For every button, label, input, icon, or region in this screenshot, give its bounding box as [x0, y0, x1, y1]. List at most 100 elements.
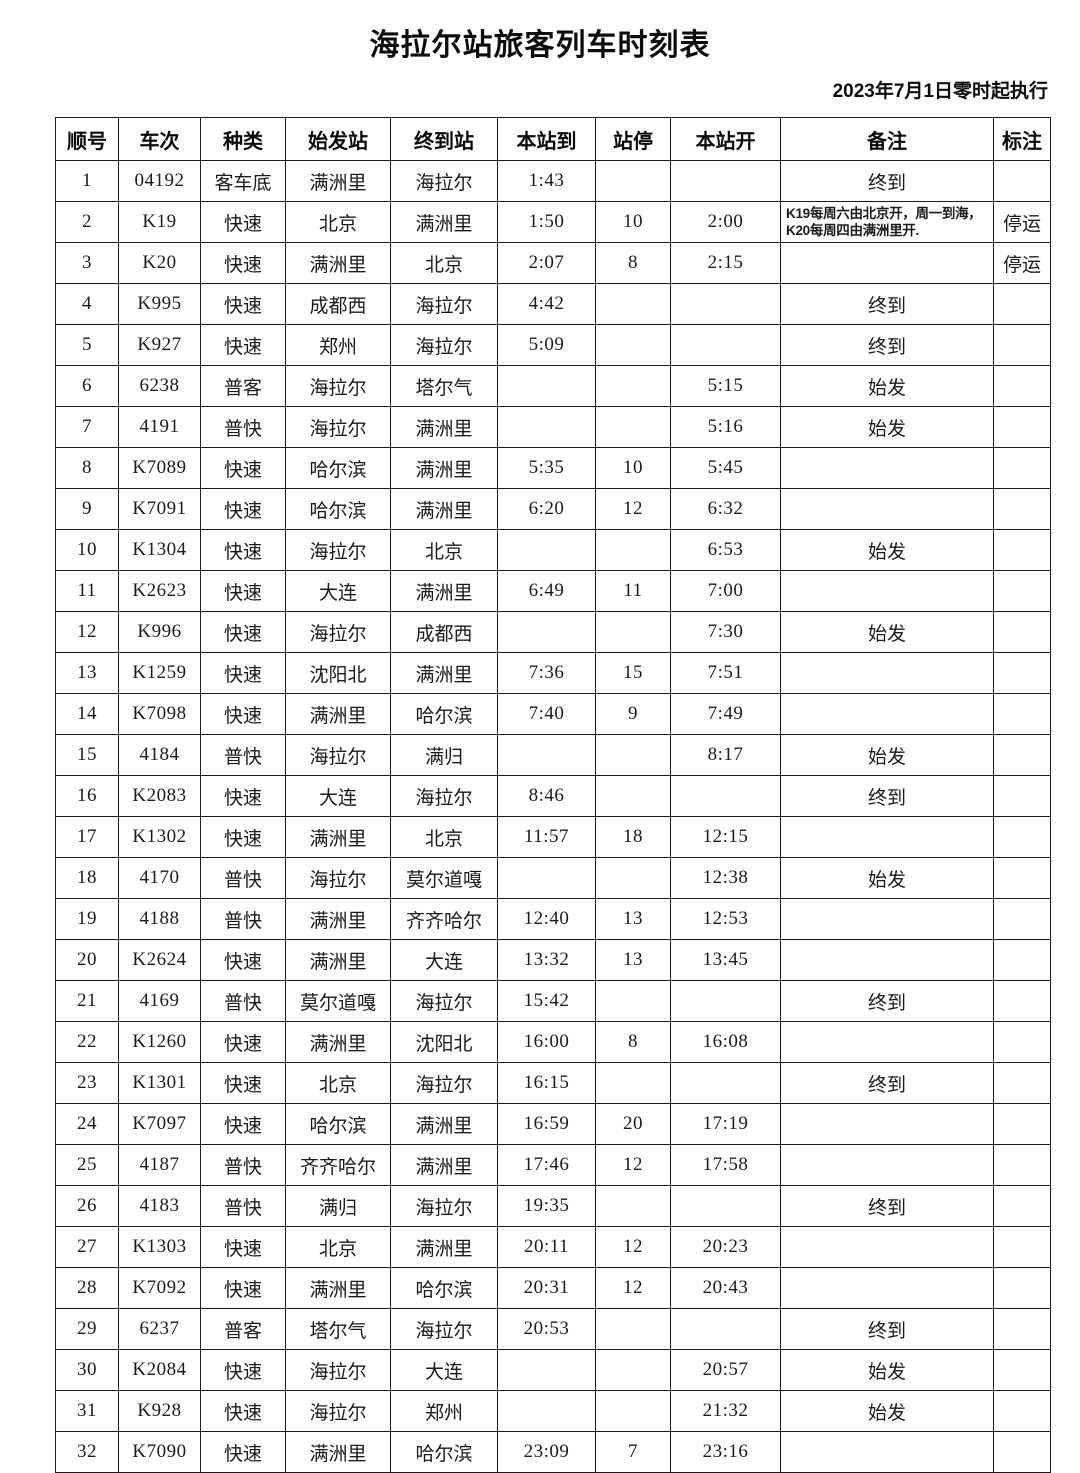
cell-arr: 12:40	[497, 898, 596, 940]
table-row: 32 K7090 快速 满洲里 哈尔滨 23:09 7 23:16	[55, 1431, 1051, 1473]
cell-stop	[595, 611, 671, 653]
table-row: 26 4183 普快 满归 海拉尔 19:35 终到	[55, 1185, 1051, 1227]
cell-seq: 31	[55, 1390, 119, 1432]
cell-from: 海拉尔	[285, 611, 391, 653]
cell-stop	[595, 406, 671, 448]
cell-dep: 20:43	[670, 1267, 781, 1309]
table-row: 23 K1301 快速 北京 海拉尔 16:15 终到	[55, 1062, 1051, 1104]
cell-train: K7098	[118, 693, 201, 735]
cell-mark	[993, 1226, 1051, 1268]
cell-type: 普快	[200, 1144, 286, 1186]
column-header-type: 种类	[200, 117, 286, 161]
cell-arr	[497, 529, 596, 571]
cell-stop: 20	[595, 1103, 671, 1145]
cell-train: K2083	[118, 775, 201, 817]
cell-to: 海拉尔	[390, 775, 498, 817]
cell-mark	[993, 775, 1051, 817]
cell-dep: 23:16	[670, 1431, 781, 1473]
cell-mark: 停运	[993, 242, 1051, 284]
cell-seq: 2	[55, 201, 119, 243]
cell-arr	[497, 857, 596, 899]
cell-from: 海拉尔	[285, 1390, 391, 1432]
cell-train: K927	[118, 324, 201, 366]
cell-remark: 终到	[780, 1308, 994, 1350]
cell-remark: 始发	[780, 1349, 994, 1391]
cell-dep: 17:58	[670, 1144, 781, 1186]
cell-remark	[780, 242, 994, 284]
cell-type: 快速	[200, 775, 286, 817]
cell-remark: 终到	[780, 160, 994, 202]
cell-seq: 3	[55, 242, 119, 284]
cell-to: 满归	[390, 734, 498, 776]
cell-to: 哈尔滨	[390, 693, 498, 735]
table-row: 21 4169 普快 莫尔道嘎 海拉尔 15:42 终到	[55, 980, 1051, 1022]
cell-to: 北京	[390, 529, 498, 571]
cell-mark	[993, 1185, 1051, 1227]
cell-arr: 13:32	[497, 939, 596, 981]
cell-dep: 5:16	[670, 406, 781, 448]
cell-to: 哈尔滨	[390, 1431, 498, 1473]
cell-seq: 30	[55, 1349, 119, 1391]
column-header-train: 车次	[118, 117, 201, 161]
cell-stop	[595, 857, 671, 899]
cell-seq: 19	[55, 898, 119, 940]
cell-mark	[993, 529, 1051, 571]
table-row: 10 K1304 快速 海拉尔 北京 6:53 始发	[55, 529, 1051, 571]
cell-dep: 8:17	[670, 734, 781, 776]
cell-stop	[595, 1062, 671, 1104]
cell-seq: 15	[55, 734, 119, 776]
cell-from: 哈尔滨	[285, 447, 391, 489]
cell-seq: 22	[55, 1021, 119, 1063]
cell-from: 塔尔气	[285, 1308, 391, 1350]
cell-seq: 27	[55, 1226, 119, 1268]
cell-seq: 23	[55, 1062, 119, 1104]
cell-train: K1301	[118, 1062, 201, 1104]
table-row: 1 04192 客车底 满洲里 海拉尔 1:43 终到	[55, 160, 1051, 202]
column-header-stop: 站停	[595, 117, 671, 161]
cell-type: 普快	[200, 1185, 286, 1227]
cell-from: 成都西	[285, 283, 391, 325]
cell-remark	[780, 1267, 994, 1309]
cell-seq: 24	[55, 1103, 119, 1145]
cell-to: 海拉尔	[390, 1185, 498, 1227]
cell-stop: 12	[595, 1144, 671, 1186]
cell-to: 满洲里	[390, 447, 498, 489]
cell-dep: 6:32	[670, 488, 781, 530]
cell-arr: 20:31	[497, 1267, 596, 1309]
cell-to: 成都西	[390, 611, 498, 653]
cell-mark	[993, 1062, 1051, 1104]
cell-mark	[993, 1390, 1051, 1432]
cell-from: 满洲里	[285, 693, 391, 735]
table-row: 13 K1259 快速 沈阳北 满洲里 7:36 15 7:51	[55, 652, 1051, 694]
cell-from: 满洲里	[285, 1431, 391, 1473]
cell-train: 4188	[118, 898, 201, 940]
cell-remark: 始发	[780, 1390, 994, 1432]
cell-from: 满洲里	[285, 160, 391, 202]
table-row: 25 4187 普快 齐齐哈尔 满洲里 17:46 12 17:58	[55, 1144, 1051, 1186]
cell-type: 普快	[200, 406, 286, 448]
cell-seq: 14	[55, 693, 119, 735]
cell-remark: 终到	[780, 1062, 994, 1104]
cell-type: 快速	[200, 283, 286, 325]
cell-mark: 停运	[993, 201, 1051, 243]
cell-remark	[780, 898, 994, 940]
cell-train: K1303	[118, 1226, 201, 1268]
table-row: 6 6238 普客 海拉尔 塔尔气 5:15 始发	[55, 365, 1051, 407]
cell-train: K19	[118, 201, 201, 243]
cell-train: 4184	[118, 734, 201, 776]
cell-mark	[993, 1431, 1051, 1473]
cell-remark: 始发	[780, 365, 994, 407]
cell-arr	[497, 406, 596, 448]
cell-remark	[780, 1103, 994, 1145]
cell-dep	[670, 1062, 781, 1104]
cell-from: 大连	[285, 775, 391, 817]
cell-seq: 12	[55, 611, 119, 653]
cell-from: 满归	[285, 1185, 391, 1227]
cell-arr: 6:49	[497, 570, 596, 612]
cell-seq: 5	[55, 324, 119, 366]
cell-to: 海拉尔	[390, 324, 498, 366]
cell-remark: 始发	[780, 611, 994, 653]
cell-stop	[595, 1390, 671, 1432]
cell-stop	[595, 160, 671, 202]
cell-to: 郑州	[390, 1390, 498, 1432]
